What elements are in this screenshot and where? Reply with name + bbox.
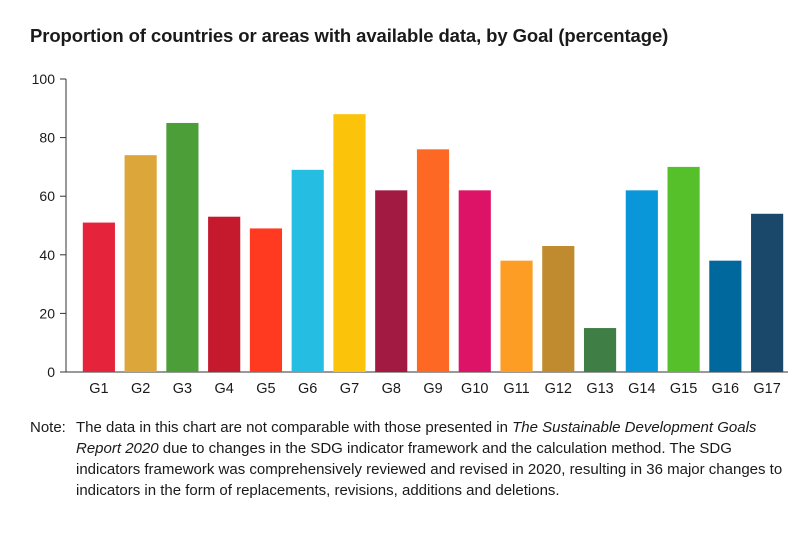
bar-g11 bbox=[500, 260, 533, 372]
bars bbox=[82, 114, 784, 372]
y-tick-label: 60 bbox=[39, 188, 55, 204]
x-tick-label: G7 bbox=[340, 381, 359, 397]
x-tick-label: G5 bbox=[256, 381, 275, 397]
x-tick-label: G11 bbox=[503, 381, 529, 397]
bar-g9 bbox=[416, 149, 450, 372]
chart-note: Note: The data in this chart are not com… bbox=[30, 417, 790, 501]
bar-g7 bbox=[333, 114, 366, 372]
bar-g17 bbox=[751, 213, 784, 372]
bar-g12 bbox=[542, 246, 575, 372]
bar-g1 bbox=[82, 222, 115, 372]
bar-g14 bbox=[625, 190, 658, 372]
note-prefix: Note: bbox=[30, 419, 66, 436]
x-axis-labels: G1 G2 G3 G4 G5 G6 G7 G8 G9 G10 G11 G12 G13 G14 G15 G16 G… bbox=[89, 381, 781, 397]
y-tick-label: 40 bbox=[39, 247, 55, 263]
bar-g8 bbox=[375, 190, 408, 372]
x-tick-label: G3 bbox=[173, 381, 192, 397]
note-body: The data in this chart are not comparabl… bbox=[76, 417, 790, 501]
x-tick-label: G16 bbox=[712, 381, 739, 397]
bar-g15 bbox=[667, 166, 700, 372]
x-tick-label: G17 bbox=[753, 381, 780, 397]
bar-g16 bbox=[709, 260, 742, 372]
y-tick-label: 80 bbox=[39, 130, 55, 146]
bar-g6 bbox=[291, 169, 324, 372]
chart-title: Proportion of countries or areas with av… bbox=[30, 25, 669, 46]
x-tick-label: G8 bbox=[382, 381, 401, 397]
bar-g10 bbox=[458, 190, 491, 372]
note-report-title: The Sustainable Development Goals Report… bbox=[76, 419, 757, 457]
x-tick-label: G15 bbox=[670, 381, 697, 397]
bar-chart: 0 20 40 60 80 100 G1 G2 G3 G4 G5 G6 G7 G8 G9 G10 G11 G12… bbox=[32, 71, 788, 397]
bar-g5 bbox=[249, 228, 283, 372]
x-tick-label: G14 bbox=[628, 381, 655, 397]
y-tick-label: 0 bbox=[47, 364, 55, 380]
note-text-2: due to changes in the SDG indicator fram… bbox=[76, 440, 783, 499]
note-text-1: The data in this chart are not comparabl… bbox=[76, 419, 513, 436]
x-tick-label: G9 bbox=[423, 381, 442, 397]
y-tick-label: 20 bbox=[39, 305, 55, 321]
bar-g13 bbox=[583, 328, 617, 372]
x-tick-label: G1 bbox=[89, 381, 108, 397]
x-tick-label: G10 bbox=[461, 381, 488, 397]
x-tick-label: G13 bbox=[586, 381, 613, 397]
x-tick-label: G12 bbox=[545, 381, 572, 397]
y-tick-label: 100 bbox=[32, 71, 56, 87]
x-tick-label: G6 bbox=[298, 381, 317, 397]
x-tick-label: G4 bbox=[215, 381, 234, 397]
x-tick-label: G2 bbox=[131, 381, 150, 397]
bar-g2 bbox=[124, 155, 157, 372]
bar-g4 bbox=[208, 216, 241, 372]
bar-g3 bbox=[166, 122, 199, 372]
